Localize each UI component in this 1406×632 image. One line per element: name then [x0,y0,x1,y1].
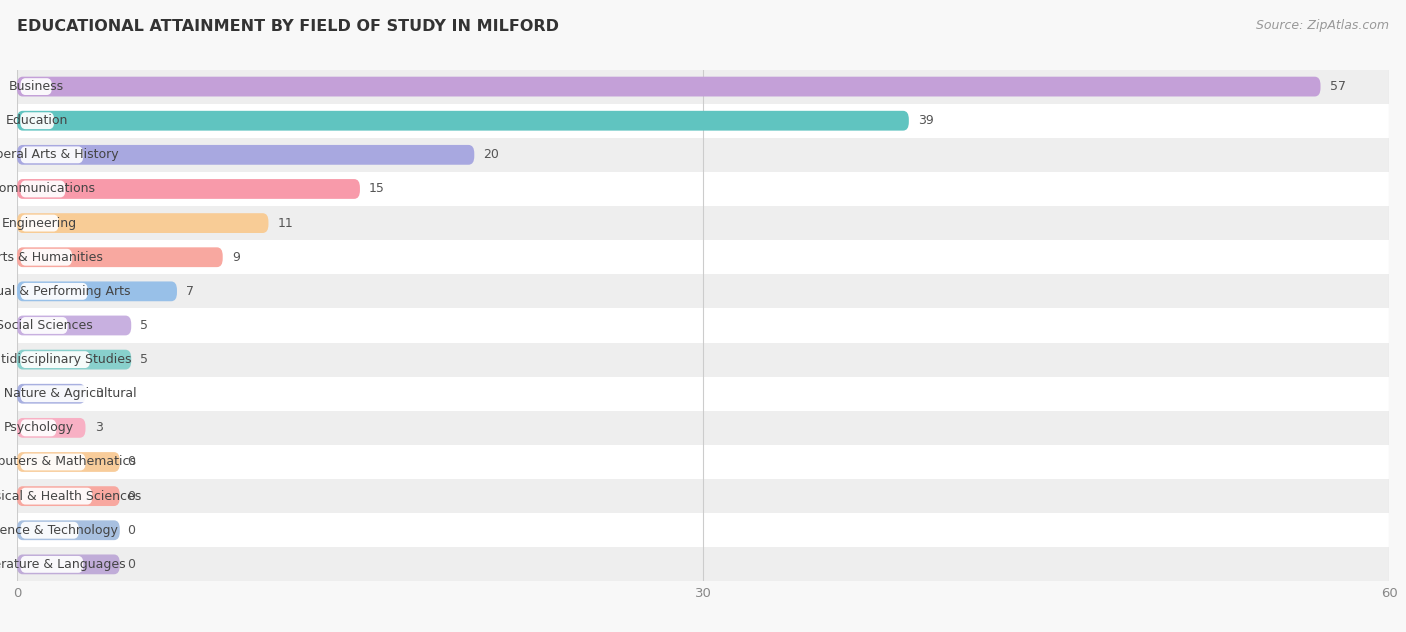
FancyBboxPatch shape [17,145,474,165]
Text: 0: 0 [127,490,135,502]
FancyBboxPatch shape [17,384,86,404]
FancyBboxPatch shape [17,315,131,336]
FancyBboxPatch shape [20,556,83,573]
Text: 15: 15 [370,183,385,195]
FancyBboxPatch shape [20,386,93,402]
FancyBboxPatch shape [20,317,67,334]
Bar [17,445,1389,479]
FancyBboxPatch shape [20,351,90,368]
Text: Liberal Arts & History: Liberal Arts & History [0,149,118,161]
Bar [17,138,1389,172]
Text: 7: 7 [186,285,194,298]
Text: 11: 11 [277,217,294,229]
FancyBboxPatch shape [17,520,120,540]
FancyBboxPatch shape [20,454,86,470]
Bar [17,104,1389,138]
Text: EDUCATIONAL ATTAINMENT BY FIELD OF STUDY IN MILFORD: EDUCATIONAL ATTAINMENT BY FIELD OF STUDY… [17,19,558,34]
FancyBboxPatch shape [20,249,72,265]
FancyBboxPatch shape [20,488,93,504]
Bar [17,308,1389,343]
Text: 3: 3 [94,387,103,400]
Text: 5: 5 [141,319,149,332]
FancyBboxPatch shape [17,213,269,233]
Text: Computers & Mathematics: Computers & Mathematics [0,456,136,468]
FancyBboxPatch shape [17,349,131,370]
FancyBboxPatch shape [20,147,83,163]
Text: 0: 0 [127,524,135,537]
Text: 5: 5 [141,353,149,366]
Bar [17,377,1389,411]
Text: Business: Business [8,80,63,93]
Bar [17,479,1389,513]
Text: 39: 39 [918,114,934,127]
FancyBboxPatch shape [20,78,52,95]
Text: Source: ZipAtlas.com: Source: ZipAtlas.com [1256,19,1389,32]
Bar [17,513,1389,547]
Text: Engineering: Engineering [1,217,77,229]
Bar [17,240,1389,274]
Bar [17,274,1389,308]
Text: Bio, Nature & Agricultural: Bio, Nature & Agricultural [0,387,136,400]
Bar [17,172,1389,206]
FancyBboxPatch shape [17,486,120,506]
FancyBboxPatch shape [20,522,79,538]
FancyBboxPatch shape [20,181,66,197]
Text: 57: 57 [1330,80,1346,93]
FancyBboxPatch shape [17,452,120,472]
Bar [17,343,1389,377]
FancyBboxPatch shape [20,215,59,231]
Text: Communications: Communications [0,183,96,195]
Text: Physical & Health Sciences: Physical & Health Sciences [0,490,141,502]
FancyBboxPatch shape [17,554,120,574]
Bar [17,206,1389,240]
FancyBboxPatch shape [17,418,86,438]
Text: 0: 0 [127,456,135,468]
FancyBboxPatch shape [17,111,908,131]
FancyBboxPatch shape [20,420,56,436]
Bar [17,70,1389,104]
FancyBboxPatch shape [17,76,1320,97]
Bar [17,547,1389,581]
Text: 20: 20 [484,149,499,161]
Text: 9: 9 [232,251,240,264]
Text: Literature & Languages: Literature & Languages [0,558,125,571]
Text: 3: 3 [94,422,103,434]
Text: Arts & Humanities: Arts & Humanities [0,251,103,264]
Bar [17,411,1389,445]
FancyBboxPatch shape [17,281,177,301]
Text: Psychology: Psychology [3,422,73,434]
FancyBboxPatch shape [20,283,87,300]
FancyBboxPatch shape [17,247,222,267]
Text: Multidisciplinary Studies: Multidisciplinary Studies [0,353,131,366]
Text: Social Sciences: Social Sciences [0,319,93,332]
FancyBboxPatch shape [20,112,55,129]
Text: Education: Education [6,114,69,127]
Text: 0: 0 [127,558,135,571]
Text: Visual & Performing Arts: Visual & Performing Arts [0,285,131,298]
Text: Science & Technology: Science & Technology [0,524,118,537]
FancyBboxPatch shape [17,179,360,199]
